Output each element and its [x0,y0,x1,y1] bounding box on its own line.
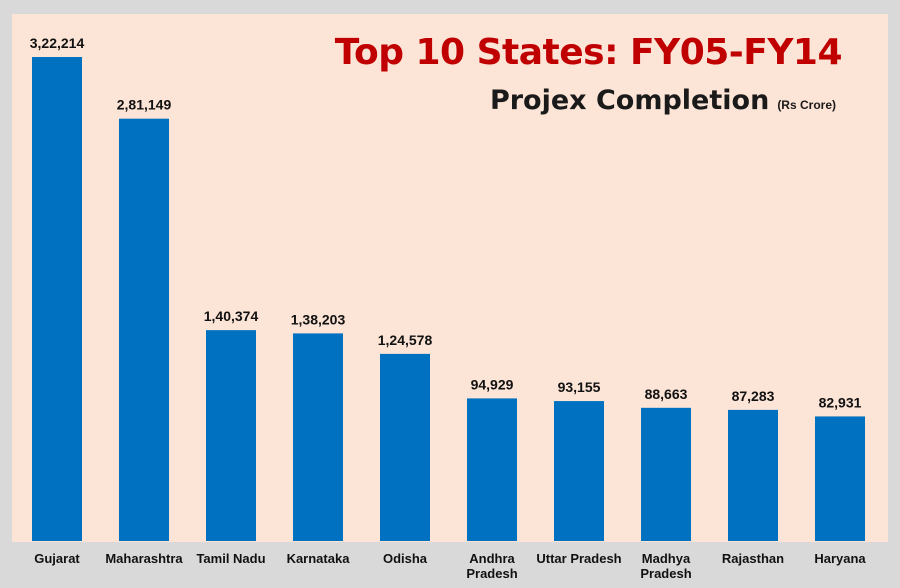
category-label: Maharashtra [105,551,183,566]
value-label: 2,81,149 [117,97,172,113]
category-label: Rajasthan [722,551,784,566]
category-label: Gujarat [34,551,80,566]
category-label: Karnataka [287,551,351,566]
bar-rajasthan [728,409,778,541]
category-label: Uttar Pradesh [536,551,621,566]
value-label: 1,40,374 [204,308,259,324]
bar-karnataka [293,333,343,541]
bar-maharashtra [119,118,169,542]
unit-label: (Rs Crore) [777,98,836,112]
chart-subtitle-block: Projex Completion (Rs Crore) [490,85,836,116]
value-label: 93,155 [558,379,601,395]
value-label: 87,283 [732,388,775,404]
category-label: Tamil Nadu [196,551,265,566]
chart-title: Top 10 States: FY05-FY14 [334,32,843,73]
value-label: 88,663 [645,386,688,402]
category-label: Andhra Pradesh [466,551,517,581]
bar-andhra-pradesh [467,398,517,541]
bar-uttar-pradesh [554,401,604,541]
category-label: Haryana [814,551,866,566]
bar-tamil-nadu [206,330,256,541]
category-label: Odisha [383,551,428,566]
bar-gujarat [32,57,82,541]
bar-haryana [815,416,865,541]
bar-madhya-pradesh [641,407,691,541]
value-label: 1,24,578 [378,332,433,348]
bar-odisha [380,353,430,541]
value-label: 82,931 [819,394,862,410]
value-label: 1,38,203 [291,311,346,327]
value-label: 3,22,214 [30,35,85,51]
chart-subtitle: Projex Completion [489,85,770,116]
category-label: Madhya Pradesh [640,551,691,581]
value-label: 94,929 [471,376,514,392]
